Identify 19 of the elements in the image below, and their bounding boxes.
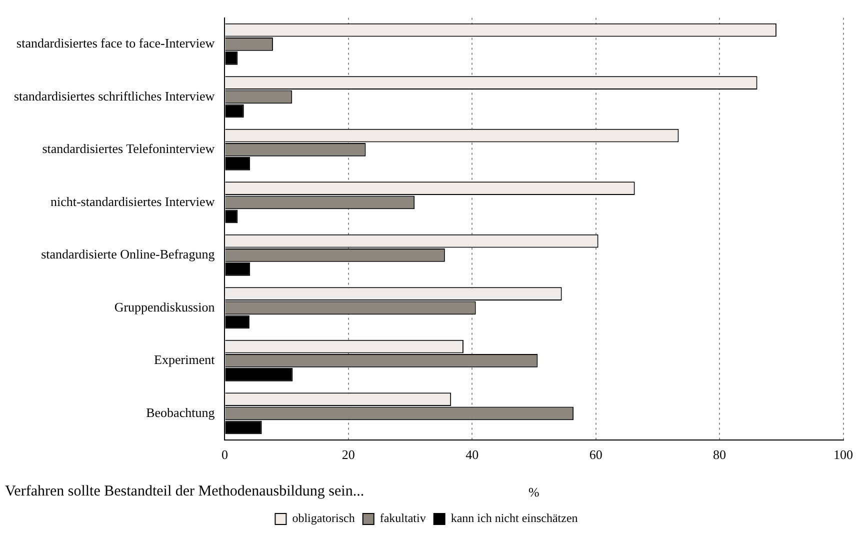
y-tick-label: Beobachtung — [146, 404, 216, 420]
legend-label: obligatorisch — [292, 511, 355, 526]
x-tick-label: 60 — [589, 447, 602, 462]
y-tick-label: standardisiertes Telefoninterview — [42, 141, 216, 156]
x-tick-label: 80 — [713, 447, 726, 462]
legend-label: kann ich nicht einschätzen — [450, 511, 578, 526]
y-tick-label: standardisiertes face to face-Interview — [16, 36, 216, 51]
y-tick-label: Gruppendiskussion — [114, 299, 216, 314]
x-tick-label: 40 — [466, 447, 479, 462]
x-axis-title: % — [528, 484, 540, 500]
y-tick-label: nicht-standardisiertes Interview — [50, 194, 216, 209]
y-tick-label: standardisiertes schriftliches Interview — [14, 88, 216, 104]
x-tick-label: 20 — [342, 447, 355, 462]
y-tick-label: Experiment — [154, 352, 216, 368]
legend-label: fakultativ — [380, 511, 426, 526]
y-tick-label: standardisierte Online-Befragung — [41, 246, 216, 262]
x-tick-label: 0 — [221, 447, 228, 462]
x-tick-label: 100 — [834, 447, 853, 462]
text: Verfahren sollte Bestandteil der Methodenausbildung sein... — [5, 484, 364, 500]
